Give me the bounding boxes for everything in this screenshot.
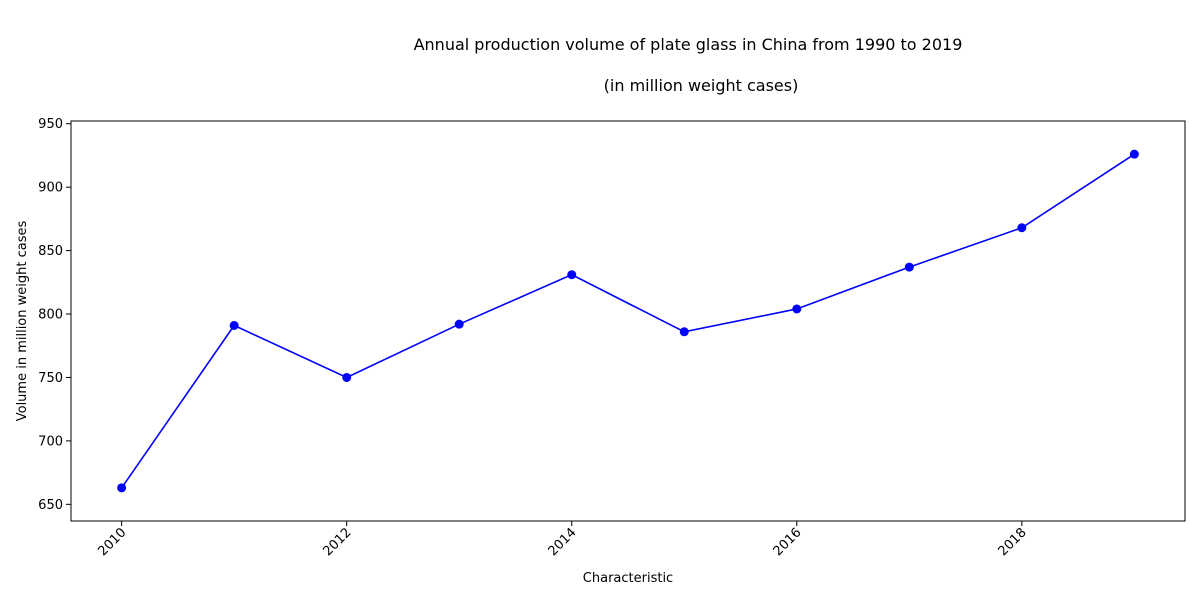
data-point [342, 373, 351, 382]
data-point [230, 321, 239, 330]
data-point [1017, 223, 1026, 232]
data-point [792, 304, 801, 313]
x-tick-label: 2012 [321, 525, 355, 559]
x-axis-label: Characteristic [583, 571, 673, 586]
chart-title: Annual production volume of plate glass … [414, 35, 963, 54]
y-tick-label: 700 [38, 434, 63, 449]
data-point [117, 483, 126, 492]
x-tick-label: 2014 [546, 525, 580, 559]
data-point [567, 270, 576, 279]
x-tick-label: 2016 [771, 525, 805, 559]
y-tick-label: 850 [38, 244, 63, 259]
plot-area: 650 700 750 800 850 900 950 2010 2012 2014 2016 201… [38, 117, 1185, 559]
y-tick-label: 650 [38, 498, 63, 513]
data-point [905, 263, 914, 272]
x-tick-label: 2018 [996, 525, 1030, 559]
x-tick-label: 2010 [95, 525, 129, 559]
data-point [680, 327, 689, 336]
data-point [455, 320, 464, 329]
y-tick-label: 950 [38, 117, 63, 132]
series-line [122, 154, 1135, 488]
y-axis-label: Volume in million weight cases [15, 221, 30, 422]
data-point [1130, 150, 1139, 159]
y-tick-label: 750 [38, 371, 63, 386]
chart-subtitle: (in million weight cases) [604, 76, 799, 95]
y-tick-label: 800 [38, 308, 63, 323]
y-tick-label: 900 [38, 181, 63, 196]
axes-frame [71, 121, 1185, 521]
